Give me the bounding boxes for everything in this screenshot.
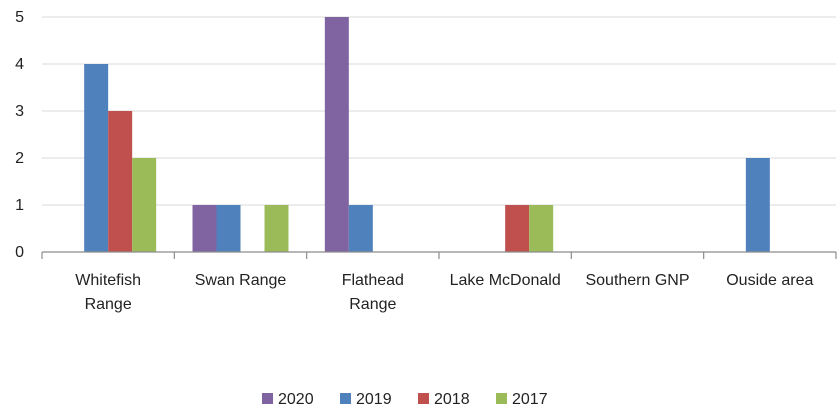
bar-2017-1 bbox=[264, 205, 289, 252]
legend-swatch-2020 bbox=[262, 393, 273, 404]
legend: 2020 2019 2018 2017 bbox=[262, 391, 548, 408]
bar-2020-1 bbox=[192, 205, 217, 252]
bar-2019-2 bbox=[348, 205, 373, 252]
gridlines bbox=[42, 16, 836, 206]
legend-swatch-2019 bbox=[340, 393, 351, 404]
axes bbox=[41, 251, 837, 259]
bars bbox=[84, 17, 770, 252]
x-category-label: Flathead bbox=[342, 272, 404, 289]
legend-label-2019: 2019 bbox=[356, 391, 392, 408]
bar-2019-0 bbox=[84, 64, 109, 252]
labels: 0 1 2 3 4 5 Whitefish Range Swan Range Flathead Ra… bbox=[15, 9, 813, 313]
legend-label-2017: 2017 bbox=[512, 391, 548, 408]
legend-label-2018: 2018 bbox=[434, 391, 470, 408]
bar-2018-3 bbox=[505, 205, 530, 252]
x-category-label: Whitefish bbox=[75, 272, 141, 289]
bar-2018-0 bbox=[108, 111, 133, 252]
x-category-label: Swan Range bbox=[195, 272, 287, 289]
bar-2019-5 bbox=[745, 158, 770, 252]
x-category-label: Lake McDonald bbox=[450, 272, 561, 289]
legend-label-2020: 2020 bbox=[278, 391, 314, 408]
legend-swatch-2017 bbox=[496, 393, 507, 404]
y-tick-label: 0 bbox=[15, 244, 24, 261]
x-category-label: Ouside area bbox=[726, 272, 813, 289]
bar-2017-0 bbox=[132, 158, 157, 252]
bar-2017-3 bbox=[529, 205, 554, 252]
y-tick-label: 5 bbox=[15, 9, 24, 26]
y-tick-label: 3 bbox=[15, 103, 24, 120]
x-category-label: Range bbox=[349, 296, 396, 313]
y-tick-label: 1 bbox=[15, 197, 24, 214]
y-tick-label: 2 bbox=[15, 150, 24, 167]
x-category-label: Range bbox=[85, 296, 132, 313]
bar-2020-2 bbox=[324, 17, 349, 252]
bar-2019-1 bbox=[216, 205, 241, 252]
y-tick-label: 4 bbox=[15, 56, 24, 73]
x-category-label: Southern GNP bbox=[585, 272, 689, 289]
legend-swatch-2018 bbox=[418, 393, 429, 404]
